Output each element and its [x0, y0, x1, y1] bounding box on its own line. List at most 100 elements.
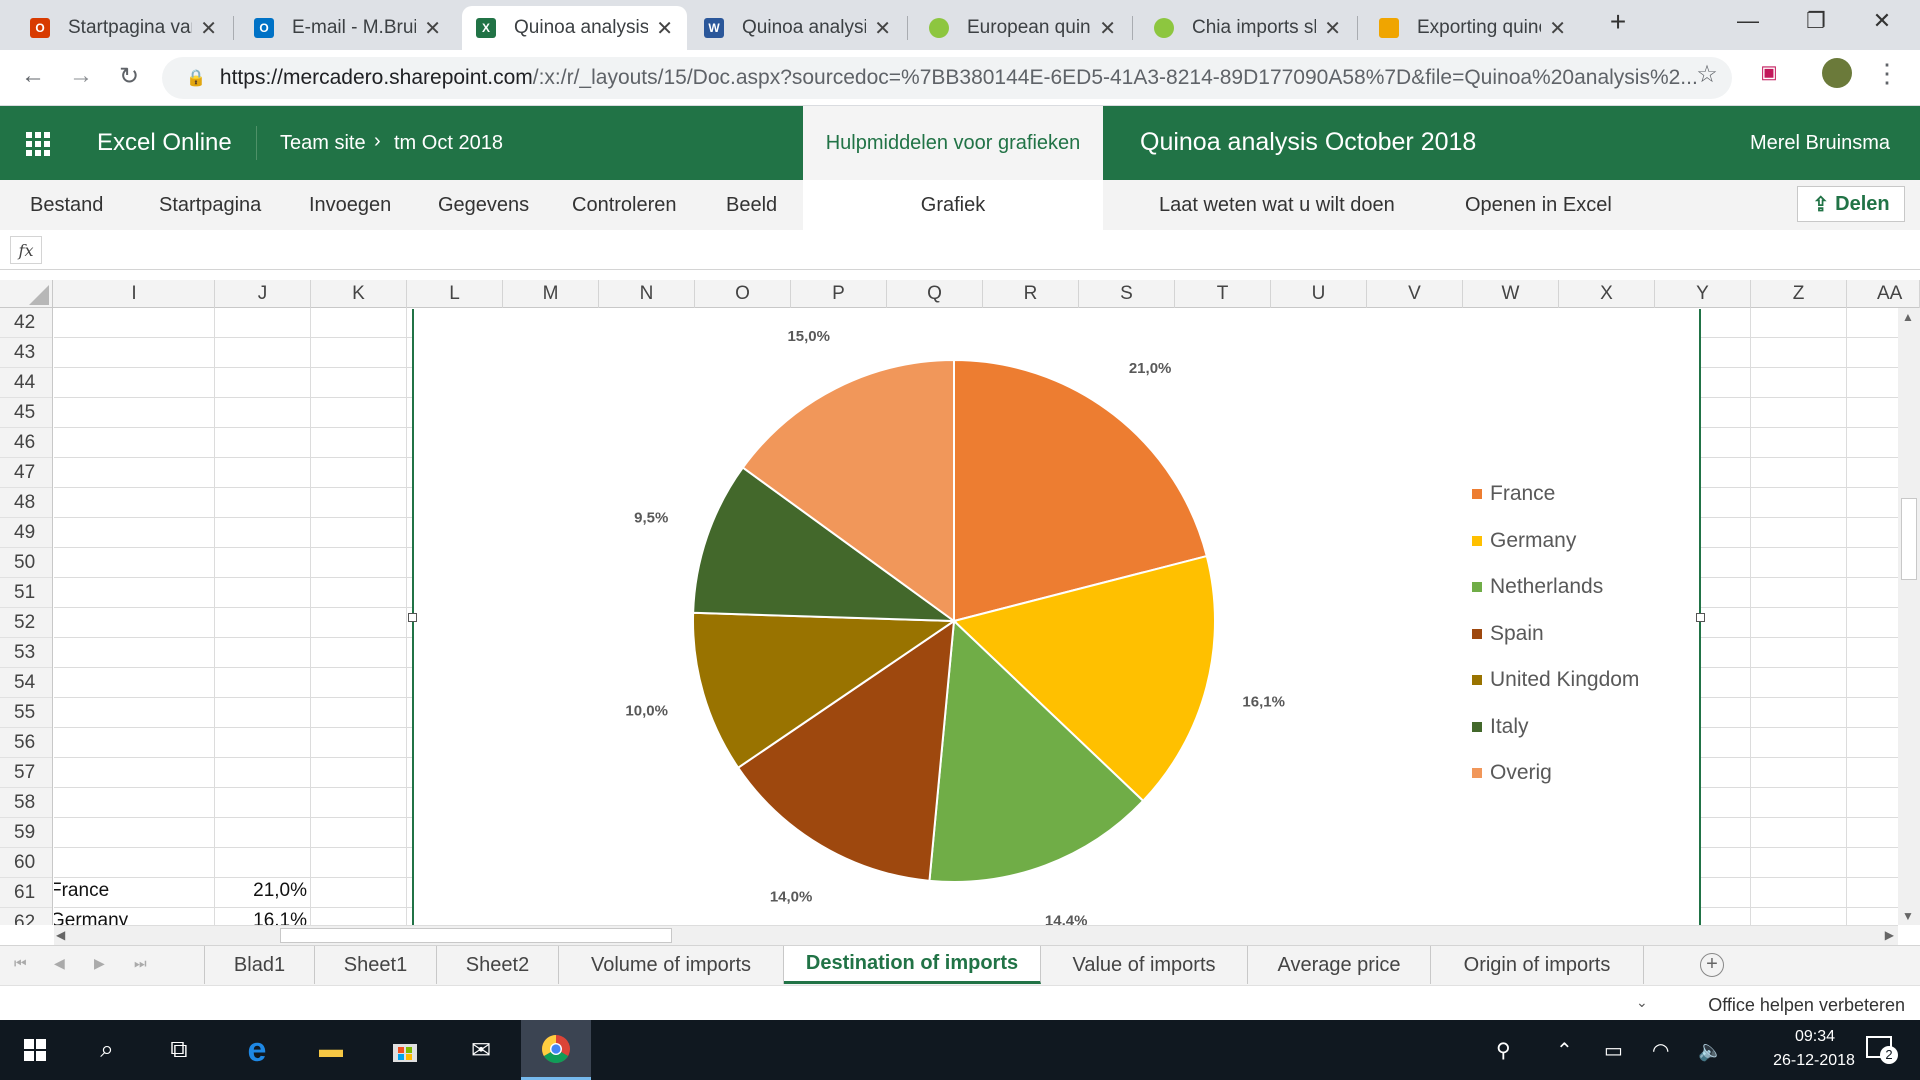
row-header[interactable]: 44 — [0, 368, 52, 398]
mail-icon[interactable]: ✉ — [470, 1036, 492, 1064]
column-header[interactable]: Q — [887, 280, 983, 308]
next-sheet-icon[interactable]: ▶ — [94, 955, 105, 971]
battery-icon[interactable]: ▭ — [1604, 1040, 1623, 1062]
pie-slice-spain[interactable] — [736, 618, 956, 882]
tell-me-search[interactable]: Laat weten wat u wilt doen — [1159, 194, 1395, 216]
pie-slice-france[interactable] — [953, 358, 1209, 623]
tab-data[interactable]: Gegevens — [438, 194, 530, 216]
row-header[interactable]: 52 — [0, 608, 52, 638]
wifi-icon[interactable]: ◠ — [1652, 1040, 1670, 1062]
browser-tab[interactable]: O Startpagina van ✕ — [16, 6, 231, 50]
pie-slice-united-kingdom[interactable] — [692, 611, 958, 770]
column-header[interactable]: I — [54, 280, 215, 308]
scroll-left-icon[interactable]: ◀ — [56, 928, 66, 942]
column-header[interactable]: K — [311, 280, 407, 308]
browser-tab-active[interactable]: X Quinoa analysis ✕ — [462, 6, 687, 50]
scroll-up-icon[interactable]: ▲ — [1902, 310, 1914, 324]
breadcrumb-site[interactable]: Team site — [280, 132, 366, 154]
column-header[interactable]: AA — [1847, 280, 1920, 308]
browser-tab[interactable]: European quino ✕ — [915, 6, 1130, 50]
close-window-icon[interactable]: ✕ — [1872, 8, 1892, 33]
star-icon[interactable]: ☆ — [1696, 61, 1718, 88]
legend-item[interactable]: Overig — [1472, 761, 1552, 785]
app-launcher-icon[interactable] — [26, 132, 50, 156]
tab-review[interactable]: Controleren — [572, 194, 677, 216]
chrome-icon[interactable] — [521, 1020, 591, 1080]
search-icon[interactable]: ⌕ — [100, 1036, 114, 1063]
close-icon[interactable]: ✕ — [656, 17, 673, 40]
notifications-icon[interactable]: 2 — [1864, 1034, 1900, 1064]
legend-item[interactable]: Italy — [1472, 715, 1529, 739]
column-header[interactable]: P — [791, 280, 887, 308]
browser-tab[interactable]: Chia imports sh ✕ — [1140, 6, 1355, 50]
column-header[interactable]: X — [1559, 280, 1655, 308]
row-header[interactable]: 47 — [0, 458, 52, 488]
close-icon[interactable]: ✕ — [200, 17, 217, 40]
row-header[interactable]: 55 — [0, 698, 52, 728]
sheet-tab[interactable]: Average price — [1248, 946, 1431, 984]
sheet-tab[interactable]: Blad1 — [205, 946, 315, 984]
close-icon[interactable]: ✕ — [424, 17, 441, 40]
function-icon[interactable]: fx — [10, 236, 42, 264]
legend-item[interactable]: United Kingdom — [1472, 668, 1639, 692]
pie-slice-germany[interactable] — [952, 554, 1216, 803]
legend-item[interactable]: Netherlands — [1472, 575, 1603, 599]
column-header[interactable]: T — [1175, 280, 1271, 308]
menu-icon[interactable]: ⋮ — [1874, 58, 1900, 88]
clock-time[interactable]: 09:34 — [1794, 1028, 1836, 1045]
select-all-corner[interactable] — [0, 280, 53, 308]
column-header[interactable]: Z — [1751, 280, 1847, 308]
row-header[interactable]: 49 — [0, 518, 52, 548]
close-icon[interactable]: ✕ — [1324, 17, 1341, 40]
tab-view[interactable]: Beeld — [726, 194, 778, 216]
pie-slice-italy[interactable] — [692, 466, 958, 623]
legend-item[interactable]: France — [1472, 482, 1555, 506]
cell-i61[interactable]: France — [54, 880, 110, 901]
cell-j62[interactable]: 16,1% — [253, 910, 307, 925]
sheet-tab[interactable]: Origin of imports — [1431, 946, 1644, 984]
legend-item[interactable]: Germany — [1472, 529, 1576, 553]
column-header[interactable]: R — [983, 280, 1079, 308]
column-header[interactable]: O — [695, 280, 791, 308]
first-sheet-icon[interactable]: ⏮ — [14, 955, 27, 971]
new-tab-button[interactable]: + — [1609, 6, 1627, 37]
row-header[interactable]: 60 — [0, 848, 52, 878]
column-header[interactable]: U — [1271, 280, 1367, 308]
row-header[interactable]: 59 — [0, 818, 52, 848]
chevron-up-icon[interactable]: ⌃ — [1556, 1040, 1573, 1062]
row-header[interactable]: 51 — [0, 578, 52, 608]
user-name[interactable]: Merel Bruinsma — [1749, 132, 1890, 154]
add-sheet-icon[interactable]: + — [1700, 953, 1724, 977]
sheet-tab[interactable]: Volume of imports — [559, 946, 784, 984]
row-header[interactable]: 45 — [0, 398, 52, 428]
tab-home[interactable]: Startpagina — [159, 194, 262, 216]
column-header[interactable]: J — [215, 280, 311, 308]
row-header[interactable]: 57 — [0, 758, 52, 788]
pie-slice-overig[interactable] — [741, 358, 955, 623]
chevron-down-icon[interactable]: ⌄ — [1636, 994, 1648, 1010]
back-icon[interactable]: ← — [21, 62, 45, 89]
cell-j61[interactable]: 21,0% — [253, 880, 307, 901]
breadcrumb-folder[interactable]: tm Oct 2018 — [394, 132, 503, 154]
resize-handle-right[interactable] — [1696, 613, 1705, 622]
row-header[interactable]: 56 — [0, 728, 52, 758]
extension-icon[interactable]: ▣ — [1760, 62, 1778, 82]
edge-icon[interactable]: e — [247, 1030, 267, 1069]
app-name[interactable]: Excel Online — [97, 129, 232, 156]
people-icon[interactable]: ⚲ — [1496, 1040, 1511, 1062]
task-view-icon[interactable]: ⧉ — [170, 1036, 188, 1063]
row-header[interactable]: 50 — [0, 548, 52, 578]
tab-insert[interactable]: Invoegen — [309, 194, 392, 216]
browser-tab[interactable]: O E-mail - M.Bruin ✕ — [240, 6, 455, 50]
forward-icon[interactable]: → — [69, 62, 93, 89]
url-field[interactable]: 🔒 https://mercadero.sharepoint.com /:x:/… — [162, 57, 1732, 99]
clock-date[interactable]: 26-12-2018 — [1773, 1052, 1855, 1069]
row-header[interactable]: 42 — [0, 308, 52, 338]
share-button[interactable]: ⇪ Delen — [1797, 186, 1905, 222]
file-explorer-icon[interactable]: ▬ — [319, 1036, 343, 1063]
windows-start-icon[interactable] — [0, 1020, 70, 1080]
scroll-down-icon[interactable]: ▼ — [1902, 909, 1914, 923]
store-icon[interactable] — [370, 1020, 440, 1080]
column-header[interactable]: Y — [1655, 280, 1751, 308]
pie-chart[interactable]: 21,0% 16,1% 14,4% 14,0% 10,0% 9,5% 15,0% Franc… — [408, 309, 1705, 930]
